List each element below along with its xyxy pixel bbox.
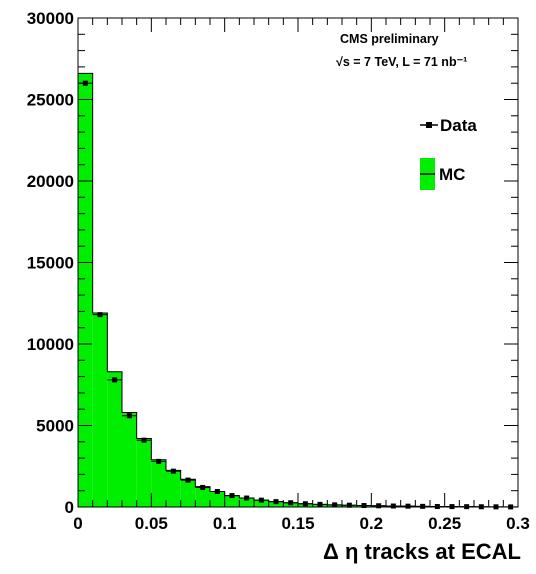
data-point bbox=[405, 503, 411, 509]
legend-mc-label: MC bbox=[439, 165, 465, 184]
data-point bbox=[376, 503, 382, 509]
y-tick-label: 25000 bbox=[27, 91, 74, 110]
y-tick-labels: 0 5000 10000 15000 20000 25000 30000 bbox=[27, 9, 74, 517]
x-tick-label: 0.25 bbox=[428, 514, 461, 533]
data-point bbox=[82, 80, 88, 86]
data-point bbox=[229, 493, 235, 499]
legend-data-dot bbox=[426, 122, 432, 128]
data-point bbox=[214, 489, 220, 495]
data-point bbox=[258, 497, 264, 503]
data-point bbox=[141, 437, 147, 443]
data-point bbox=[302, 501, 308, 507]
y-tick-label: 0 bbox=[65, 498, 74, 517]
plot-frame bbox=[77, 17, 519, 508]
data-point bbox=[97, 312, 103, 318]
x-tick-label: 0.3 bbox=[506, 514, 530, 533]
x-tick-label: 0.2 bbox=[360, 514, 384, 533]
data-point bbox=[126, 413, 132, 419]
mc-bar bbox=[180, 479, 196, 507]
cms-preliminary-label: CMS preliminary bbox=[340, 32, 439, 46]
mc-bar bbox=[122, 412, 137, 507]
data-point bbox=[420, 503, 426, 509]
y-tick-label: 30000 bbox=[27, 9, 74, 28]
x-tick-label: 0.1 bbox=[213, 514, 237, 533]
legend: Data MC bbox=[420, 116, 477, 190]
data-point bbox=[185, 477, 191, 483]
mc-histogram bbox=[78, 73, 518, 508]
x-axis-label: Δ η tracks at ECAL bbox=[323, 539, 521, 564]
data-point bbox=[346, 502, 352, 508]
data-point bbox=[361, 503, 367, 509]
mc-bar bbox=[166, 470, 181, 507]
mc-bar bbox=[136, 438, 152, 507]
mc-bar bbox=[224, 495, 240, 507]
x-tick-labels: 0 0.05 0.1 0.15 0.2 0.25 0.3 bbox=[73, 514, 530, 533]
data-point bbox=[200, 484, 206, 490]
energy-luminosity-label: √s = 7 TeV, L = 71 nb⁻¹ bbox=[336, 55, 467, 69]
mc-bar bbox=[107, 371, 122, 507]
data-point bbox=[156, 458, 162, 464]
y-tick-label: 20000 bbox=[27, 172, 74, 191]
y-tick-label: 10000 bbox=[27, 335, 74, 354]
data-point bbox=[317, 501, 323, 507]
data-point bbox=[112, 377, 118, 383]
legend-data-label: Data bbox=[440, 116, 477, 135]
y-tick-label: 15000 bbox=[27, 254, 74, 273]
mc-bar bbox=[92, 313, 108, 507]
y-tick-label: 5000 bbox=[36, 417, 74, 436]
data-point bbox=[244, 495, 250, 501]
data-point bbox=[332, 502, 338, 508]
axis-ticks bbox=[77, 17, 519, 508]
x-tick-label: 0 bbox=[73, 514, 82, 533]
mc-bar bbox=[210, 491, 225, 507]
mc-bar bbox=[239, 498, 254, 507]
data-point bbox=[288, 500, 294, 506]
mc-bar bbox=[195, 486, 210, 507]
mc-bar bbox=[268, 501, 284, 507]
x-tick-label: 0.05 bbox=[135, 514, 168, 533]
data-point bbox=[170, 468, 176, 474]
mc-bar bbox=[254, 500, 269, 507]
mc-bar bbox=[151, 459, 166, 507]
data-point bbox=[390, 503, 396, 509]
data-point bbox=[273, 499, 279, 505]
x-tick-label: 0.15 bbox=[281, 514, 314, 533]
mc-bar bbox=[78, 73, 93, 508]
